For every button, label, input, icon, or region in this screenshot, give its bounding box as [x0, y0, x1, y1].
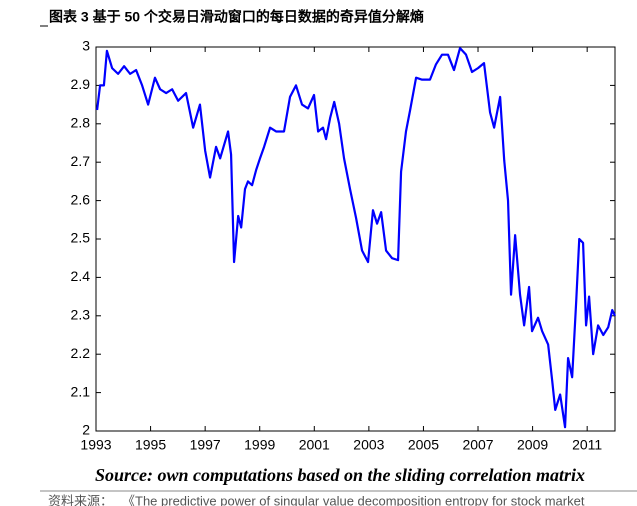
y-tick-label: 2.8	[71, 115, 91, 131]
caption: Source: own computations based on the sl…	[95, 465, 585, 485]
y-tick-label: 3	[82, 38, 90, 54]
x-tick-label: 2001	[299, 437, 330, 453]
y-tick-label: 2.5	[71, 230, 91, 246]
y-tick-label: 2.2	[71, 345, 91, 361]
x-tick-label: 2003	[353, 437, 384, 453]
x-tick-label: 1995	[135, 437, 166, 453]
x-tick-label: 1997	[190, 437, 221, 453]
x-tick-label: 2007	[462, 437, 493, 453]
y-tick-label: 2.1	[71, 383, 91, 399]
y-tick-label: 2.9	[71, 76, 91, 92]
source-text: 《The predictive power of singular value …	[122, 493, 585, 506]
x-tick-label: 2009	[517, 437, 548, 453]
y-tick-label: 2.6	[71, 191, 91, 207]
x-tick-label: 2005	[408, 437, 439, 453]
x-tick-label: 1993	[80, 437, 111, 453]
source-label: 资料来源：	[48, 493, 113, 506]
chart-title: 图表 3 基于 50 个交易日滑动窗口的每日数据的奇异值分解熵	[49, 9, 424, 25]
x-tick-label: 2011	[572, 437, 602, 453]
x-tick-label: 1999	[244, 437, 275, 453]
y-tick-label: 2.4	[71, 268, 91, 284]
y-tick-label: 2.3	[71, 307, 91, 323]
y-tick-label: 2	[82, 422, 90, 438]
y-tick-label: 2.7	[71, 153, 91, 169]
line	[95, 47, 616, 429]
